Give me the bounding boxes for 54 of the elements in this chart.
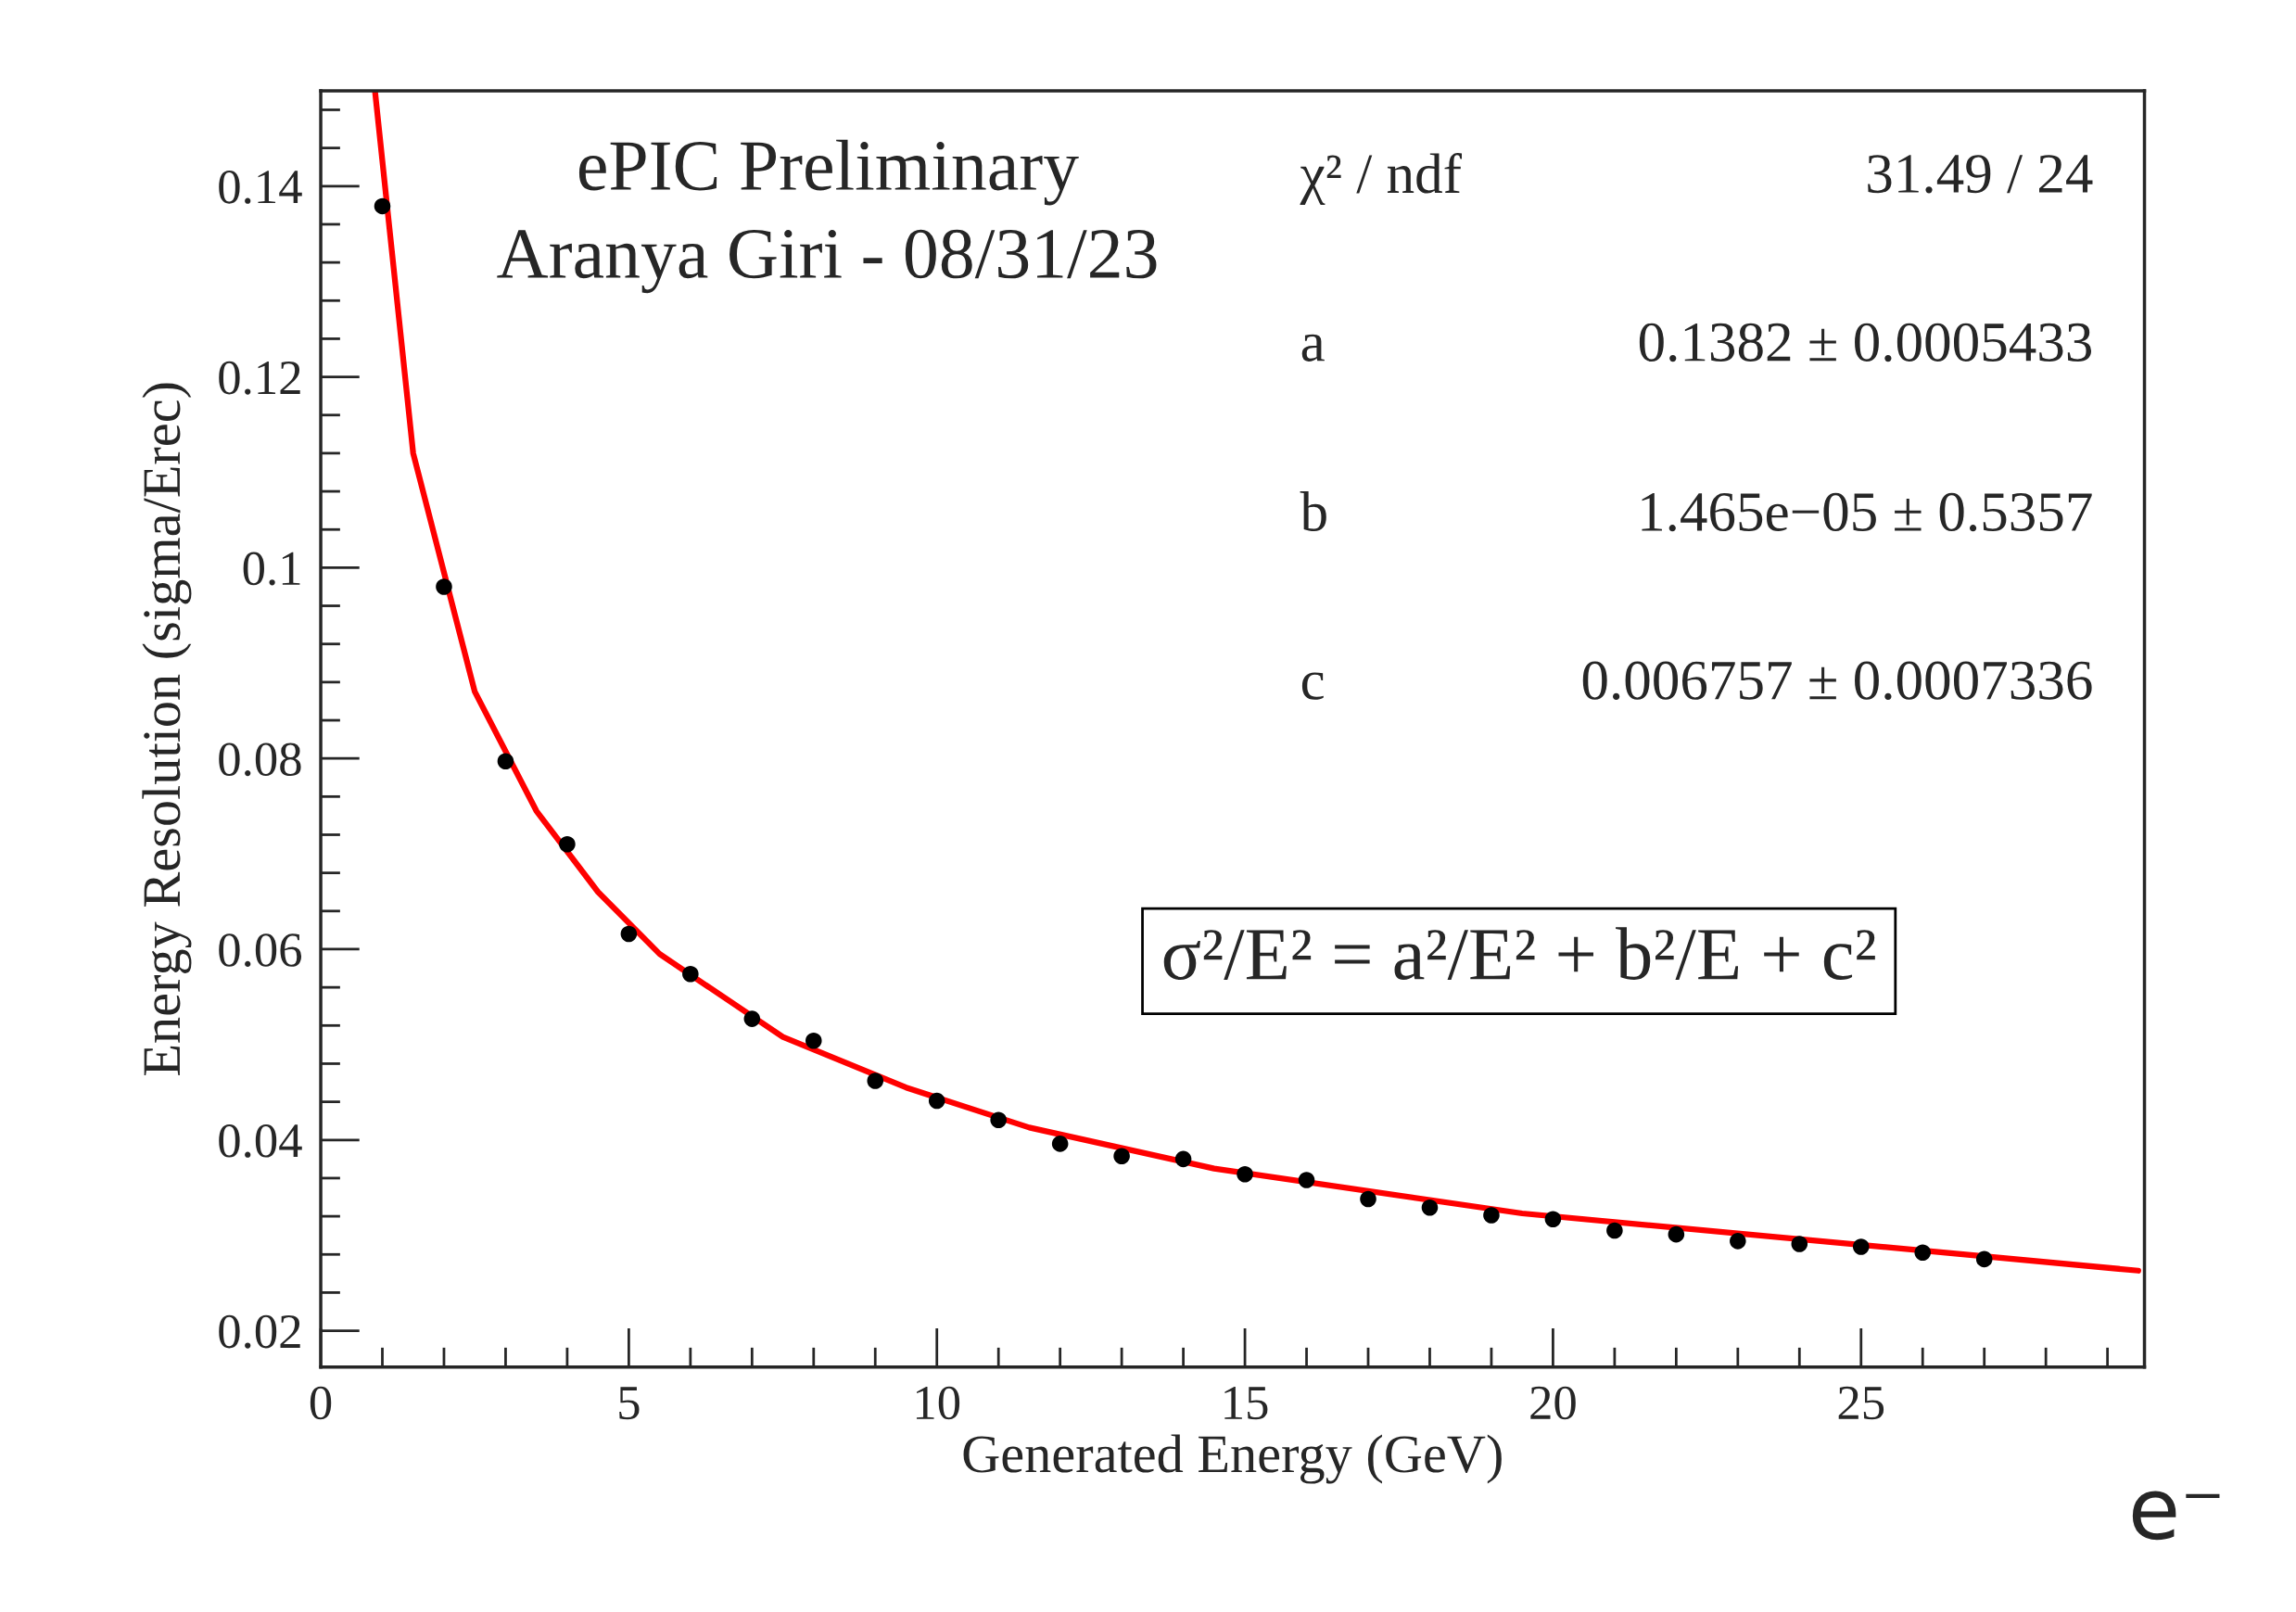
- point: [928, 1092, 945, 1110]
- y-tick-label: 0.08: [219, 743, 301, 777]
- x-tick-label: 20: [1530, 1386, 1576, 1420]
- x-tick-label: 5: [619, 1387, 640, 1420]
- point: [1975, 1250, 1993, 1268]
- point: [436, 578, 452, 595]
- point: [559, 836, 576, 853]
- annotation: 0.1382 ± 0.0005433: [1639, 323, 2092, 362]
- annotation: b: [1300, 491, 1326, 532]
- point: [1421, 1199, 1439, 1216]
- y-tick-label: 0.12: [219, 361, 300, 395]
- annotation: 0.006757 ± 0.0007336: [1582, 661, 2092, 701]
- point: [1914, 1244, 1932, 1261]
- y-axis-title: Energy Resolution (sigma/Erec): [142, 383, 192, 1075]
- y-tick-label: 0.06: [219, 933, 302, 968]
- point: [1791, 1236, 1808, 1252]
- point: [1113, 1148, 1130, 1165]
- point: [1544, 1211, 1562, 1227]
- point: [620, 925, 638, 943]
- point: [867, 1073, 884, 1089]
- point: [497, 753, 514, 770]
- point: [682, 965, 699, 983]
- point: [1606, 1222, 1623, 1239]
- annotation: σ²/E² = a²/E² + b²/E + c²: [1163, 927, 1875, 981]
- annotation: c: [1301, 672, 1324, 700]
- annotation: 31.49 / 24: [1868, 155, 2093, 194]
- point: [1360, 1190, 1376, 1208]
- annotation: a: [1301, 334, 1325, 362]
- y-tick-label: 0.1: [243, 552, 300, 586]
- text: e⁻: [2132, 1491, 2220, 1541]
- annotation: χ² / ndf: [1300, 152, 1463, 205]
- point: [1298, 1172, 1315, 1188]
- point: [1852, 1238, 1870, 1255]
- x-tick-label: 0: [310, 1386, 332, 1420]
- annotation: 1.465e−05 ± 0.5357: [1642, 492, 2092, 532]
- point: [743, 1010, 761, 1027]
- point: [1237, 1166, 1253, 1183]
- x-tick-label: 25: [1838, 1386, 1884, 1420]
- point: [806, 1032, 822, 1049]
- point: [1483, 1207, 1500, 1224]
- y-tick-label: 0.14: [219, 171, 302, 204]
- point: [1668, 1225, 1685, 1243]
- x-tick-label: 15: [1224, 1386, 1268, 1420]
- x-axis-title: Generated Energy (GeV): [963, 1434, 1502, 1484]
- point: [1051, 1136, 1069, 1152]
- point: [1730, 1233, 1746, 1250]
- x-tick-label: 10: [916, 1386, 960, 1420]
- point: [1174, 1150, 1192, 1168]
- annotation: ePIC Preliminary: [578, 139, 1079, 206]
- point: [374, 197, 391, 215]
- point: [990, 1111, 1007, 1128]
- y-tick-label: 0.02: [219, 1314, 300, 1349]
- y-tick-label: 0.04: [219, 1123, 302, 1158]
- annotation: Aranya Giri - 08/31/23: [497, 229, 1157, 294]
